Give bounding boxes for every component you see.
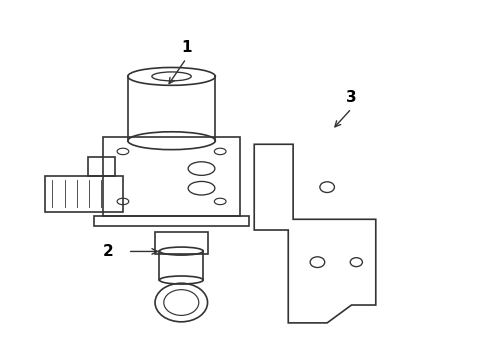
Text: 2: 2 (103, 244, 114, 259)
Text: 3: 3 (346, 90, 356, 105)
Text: 1: 1 (181, 40, 191, 55)
